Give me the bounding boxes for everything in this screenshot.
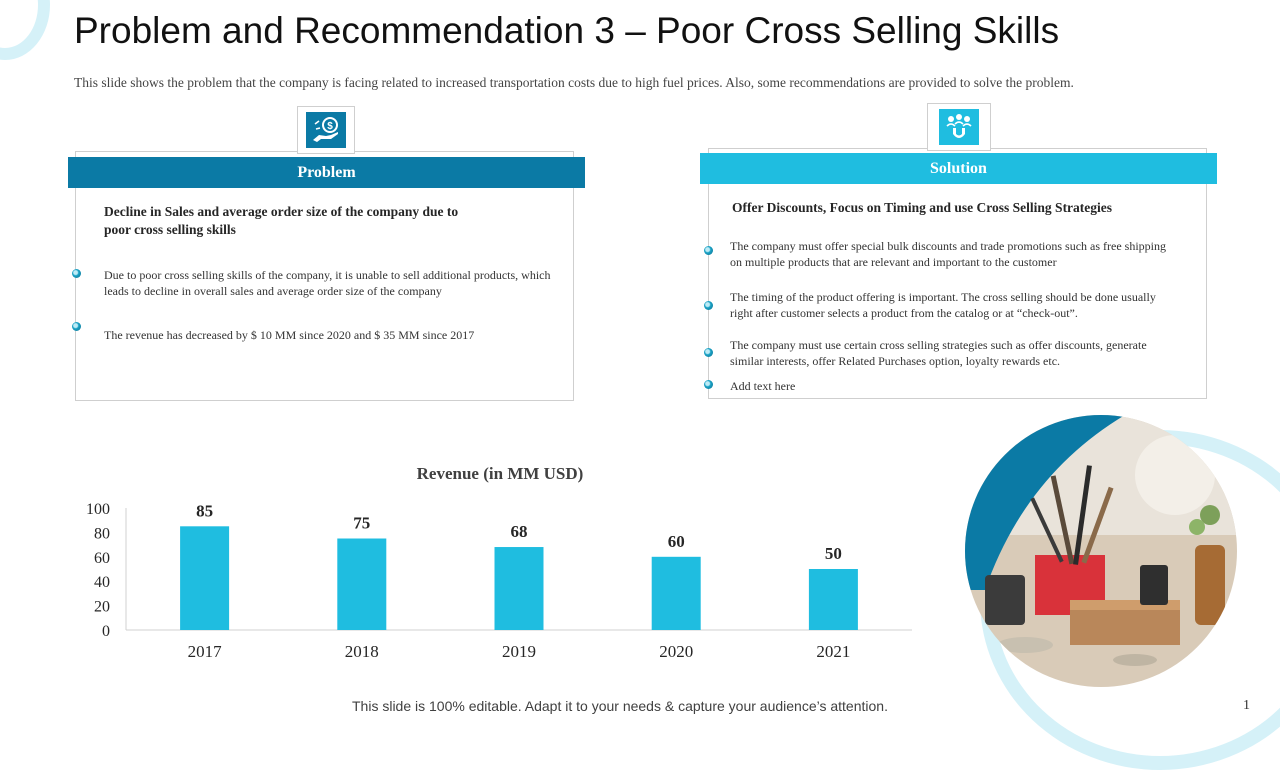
solution-header: Solution (700, 153, 1217, 184)
problem-bullet-2: The revenue has decreased by $ 10 MM sin… (104, 328, 475, 342)
bar-2020 (651, 556, 701, 630)
footer-note: This slide is 100% editable. Adapt it to… (352, 698, 888, 714)
svg-text:$: $ (327, 121, 333, 132)
bullet-icon (72, 322, 81, 331)
solution-panel (708, 148, 1207, 399)
magnet-people-icon (939, 109, 979, 145)
x-tick-label: 2019 (502, 642, 536, 661)
problem-heading: Decline in Sales and average order size … (104, 204, 459, 237)
bullet-icon (704, 348, 713, 357)
bullet-icon (704, 246, 713, 255)
y-tick-label: 0 (102, 623, 110, 640)
bullet-icon (72, 269, 81, 278)
money-hand-icon: $ (306, 112, 346, 148)
craft-workshop-photo (965, 415, 1237, 687)
bullet-icon (704, 301, 713, 310)
solution-bullet-4: Add text here (730, 379, 796, 393)
x-tick-label: 2021 (816, 642, 850, 661)
solution-heading: Offer Discounts, Focus on Timing and use… (732, 200, 1113, 215)
problem-bullet-1: Due to poor cross selling skills of the … (104, 268, 551, 298)
page-title: Problem and Recommendation 3 – Poor Cros… (74, 10, 1060, 51)
solution-icon-box (927, 103, 991, 151)
y-tick-label: 60 (94, 550, 110, 567)
y-tick-label: 80 (94, 525, 110, 542)
data-label-2017: 85 (196, 501, 213, 520)
x-tick-label: 2018 (345, 642, 379, 661)
solution-bullet-1: The company must offer special bulk disc… (730, 239, 1167, 269)
y-tick-label: 20 (94, 599, 110, 616)
data-label-2018: 75 (353, 514, 370, 533)
page-number: 1 (1243, 698, 1250, 713)
data-label-2021: 50 (825, 544, 842, 563)
problem-panel (75, 151, 574, 401)
bar-2019 (494, 547, 544, 630)
bar-2021 (808, 569, 858, 630)
y-tick-label: 40 (94, 574, 110, 591)
bar-2017 (180, 526, 230, 630)
bar-2018 (337, 538, 387, 630)
chart-title: Revenue (in MM USD) (416, 464, 584, 483)
x-tick-label: 2017 (188, 642, 223, 661)
problem-header: Problem (68, 157, 585, 188)
revenue-bar-chart: 0 20 40 60 80 100 85 2017 75 2018 68 2019 60 2020 50 20… (86, 501, 912, 661)
y-tick-label: 100 (86, 501, 110, 518)
bullet-icon (704, 380, 713, 389)
data-label-2019: 68 (511, 522, 528, 541)
solution-bullet-3: The company must use certain cross selli… (730, 338, 1147, 368)
x-tick-label: 2020 (659, 642, 693, 661)
data-label-2020: 60 (668, 532, 685, 551)
problem-icon-box: $ (297, 106, 355, 154)
solution-bullet-2: The timing of the product offering is im… (730, 290, 1156, 320)
page-subtitle: This slide shows the problem that the co… (74, 75, 1074, 90)
